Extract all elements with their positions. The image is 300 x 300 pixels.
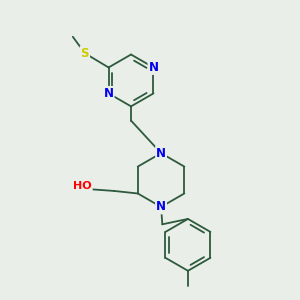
- Text: N: N: [148, 61, 158, 74]
- Text: N: N: [156, 147, 166, 160]
- Text: HO: HO: [73, 181, 92, 191]
- Text: S: S: [81, 47, 89, 60]
- Text: N: N: [103, 87, 114, 100]
- Text: N: N: [156, 200, 166, 213]
